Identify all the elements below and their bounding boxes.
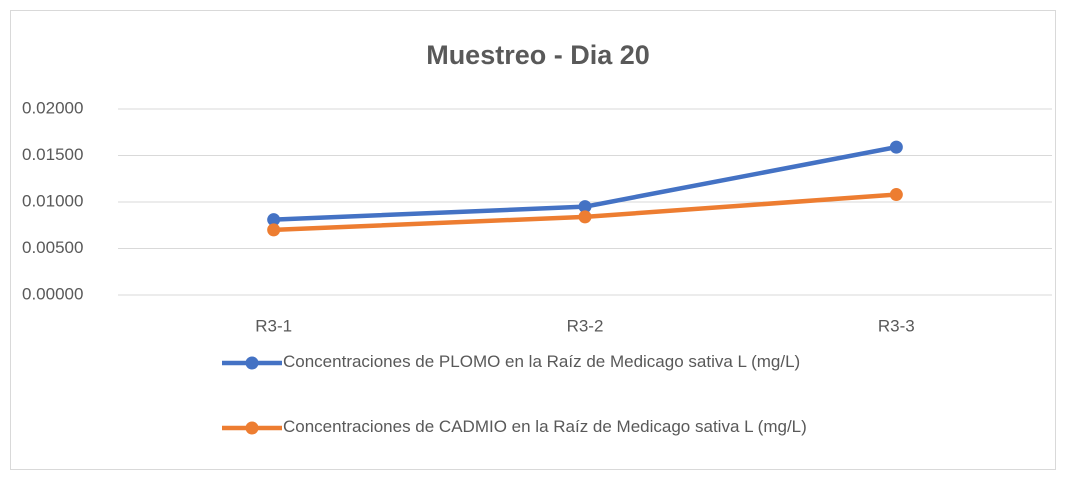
data-point <box>267 223 281 237</box>
x-tick-label: R3-2 <box>567 316 604 335</box>
data-point <box>578 210 592 224</box>
data-point <box>889 140 903 154</box>
y-tick-label: 0.00500 <box>22 238 83 257</box>
data-point <box>578 200 592 214</box>
chart-border <box>10 10 1056 470</box>
legend-marker <box>245 421 259 435</box>
legend-marker <box>245 356 259 370</box>
data-point <box>267 213 281 227</box>
y-tick-label: 0.00000 <box>22 284 83 303</box>
y-tick-label: 0.02000 <box>22 98 83 117</box>
legend-label: Concentraciones de CADMIO en la Raíz de … <box>283 417 807 436</box>
x-tick-label: R3-1 <box>255 316 292 335</box>
y-tick-label: 0.01500 <box>22 145 83 164</box>
data-point <box>889 188 903 202</box>
chart-title: Muestreo - Dia 20 <box>426 40 650 70</box>
legend-label: Concentraciones de PLOMO en la Raíz de M… <box>283 352 801 371</box>
y-tick-label: 0.01000 <box>22 191 83 210</box>
x-tick-label: R3-3 <box>878 316 915 335</box>
